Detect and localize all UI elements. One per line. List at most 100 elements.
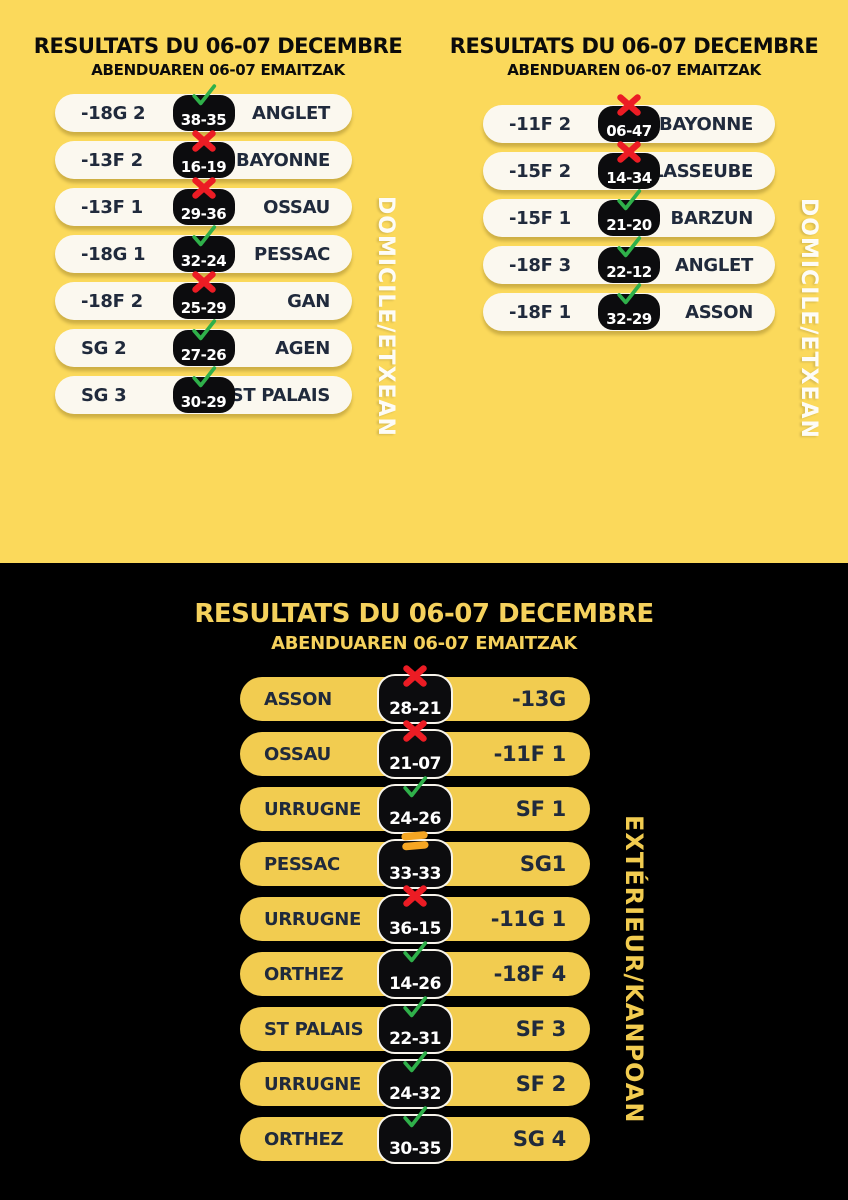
score-text: 22-12 — [606, 263, 652, 281]
score-badge: 29-36 — [172, 177, 235, 225]
score-badge: 38-35 — [172, 84, 235, 131]
loss-cross-icon — [401, 664, 429, 688]
match-row: -18F 1 32-29 A — [483, 283, 775, 331]
row-right-label: -11F 1 — [493, 742, 567, 766]
score-badge: 16-19 — [172, 130, 235, 178]
match-row: -18F 2 25-29 G — [55, 271, 352, 320]
home-left-header: RESULTATS DU 06-07 DECEMBRE ABENDUAREN 0… — [28, 34, 408, 79]
row-left-label: -15F 1 — [509, 207, 571, 229]
win-check-icon — [401, 1049, 429, 1075]
score-text: 30-29 — [180, 393, 227, 411]
row-right-label: ST PALAIS — [230, 384, 331, 406]
row-left-label: -18F 3 — [509, 254, 571, 276]
score-text: 32-24 — [180, 252, 227, 270]
section-subtitle: ABENDUAREN 06-07 EMAITZAK — [91, 61, 345, 79]
loss-cross-icon — [615, 93, 643, 117]
match-row: ORTHEZ 30-35 S — [240, 1106, 590, 1164]
score-badge: 32-24 — [172, 225, 235, 272]
score-badge: 22-31 — [377, 996, 453, 1054]
section-title: RESULTATS DU 06-07 DECEMBRE — [194, 599, 654, 629]
match-row: -11F 2 06-47 B — [483, 94, 775, 143]
score-text: 24-32 — [389, 1084, 441, 1104]
row-right-label: PESSAC — [254, 243, 330, 265]
score-text: 33-33 — [389, 864, 441, 884]
score-text: 38-35 — [180, 111, 227, 129]
score-badge: 14-26 — [377, 941, 453, 999]
away-results-list: ASSON 28-21 -1 — [240, 665, 590, 1164]
win-check-icon — [190, 82, 218, 108]
score-badge: 24-26 — [377, 776, 453, 834]
home-side-label-left: DOMICILE/ETXEAN — [373, 196, 398, 437]
row-right-label: SG1 — [519, 852, 566, 876]
loss-cross-icon — [615, 140, 643, 164]
home-left-results-list: -18G 2 38-35 A — [55, 84, 352, 414]
row-left-label: PESSAC — [264, 853, 340, 875]
row-right-label: -18F 4 — [493, 962, 567, 986]
score-badge: 30-35 — [377, 1106, 453, 1164]
row-right-label: ASSON — [685, 301, 753, 323]
loss-cross-icon — [190, 129, 218, 153]
win-check-icon — [401, 994, 429, 1020]
match-row: OSSAU 21-07 -1 — [240, 720, 590, 779]
row-left-label: SG 2 — [81, 337, 127, 359]
match-row: -18G 1 32-24 P — [55, 225, 352, 273]
score-badge: 36-15 — [377, 885, 453, 944]
row-left-label: -18F 1 — [509, 301, 571, 323]
row-left-label: ST PALAIS — [264, 1018, 364, 1040]
match-row: ST PALAIS 22-31 — [240, 996, 590, 1054]
row-left-label: OSSAU — [264, 743, 331, 765]
row-left-label: -18G 2 — [81, 102, 146, 124]
match-row: ORTHEZ 14-26 - — [240, 941, 590, 999]
loss-cross-icon — [401, 884, 429, 908]
score-text: 21-20 — [606, 216, 652, 234]
row-left-label: -18F 2 — [81, 290, 143, 312]
row-left-label: -18G 1 — [81, 243, 146, 265]
win-check-icon — [401, 939, 429, 965]
score-badge: 14-34 — [598, 141, 660, 189]
win-check-icon — [615, 281, 643, 307]
row-left-label: -13F 1 — [81, 196, 143, 218]
row-left-label: URRUGNE — [264, 798, 361, 820]
win-check-icon — [190, 317, 218, 343]
win-check-icon — [401, 774, 429, 800]
win-check-icon — [190, 364, 218, 390]
row-left-label: URRUGNE — [264, 1073, 361, 1095]
loss-cross-icon — [401, 719, 429, 743]
match-row: SG 2 27-26 AGE — [55, 319, 352, 367]
away-side-label: EXTÉRIEUR/KANPOAN — [620, 815, 648, 1124]
match-row: ASSON 28-21 -1 — [240, 665, 590, 724]
row-right-label: SG 4 — [512, 1127, 566, 1151]
draw-equals-icon — [399, 829, 431, 853]
score-badge: 21-20 — [598, 189, 660, 236]
match-row: SG 3 30-29 ST — [55, 366, 352, 414]
score-badge: 24-32 — [377, 1051, 453, 1109]
section-subtitle: ABENDUAREN 06-07 EMAITZAK — [507, 61, 761, 79]
row-left-label: -13F 2 — [81, 149, 143, 171]
row-left-label: ASSON — [264, 688, 332, 710]
score-badge: 06-47 — [598, 94, 660, 142]
win-check-icon — [615, 234, 643, 260]
row-right-label: BAYONNE — [236, 149, 330, 171]
match-row: -18F 3 22-12 A — [483, 236, 775, 284]
row-right-label: AGEN — [275, 337, 330, 359]
row-left-label: -11F 2 — [509, 113, 571, 135]
match-row: -13F 1 29-36 O — [55, 177, 352, 226]
loss-cross-icon — [190, 270, 218, 294]
win-check-icon — [190, 223, 218, 249]
row-right-label: ANGLET — [674, 254, 753, 276]
away-header: RESULTATS DU 06-07 DECEMBRE ABENDUAREN 0… — [134, 599, 714, 654]
home-right-results-list: -11F 2 06-47 B — [483, 94, 775, 331]
home-right-header: RESULTATS DU 06-07 DECEMBRE ABENDUAREN 0… — [444, 34, 824, 79]
row-right-label: BARZUN — [670, 207, 754, 229]
match-row: URRUGNE 24-32 — [240, 1051, 590, 1109]
score-badge: 27-26 — [172, 319, 235, 366]
row-left-label: -15F 2 — [509, 160, 571, 182]
score-text: 21-07 — [389, 754, 441, 774]
score-badge: 33-33 — [377, 831, 453, 889]
row-right-label: ANGLET — [251, 102, 330, 124]
match-row: -18G 2 38-35 A — [55, 84, 352, 132]
row-left-label: ORTHEZ — [264, 1128, 344, 1150]
match-row: URRUGNE 36-15 — [240, 885, 590, 944]
match-row: PESSAC 33-33 S — [240, 831, 590, 889]
